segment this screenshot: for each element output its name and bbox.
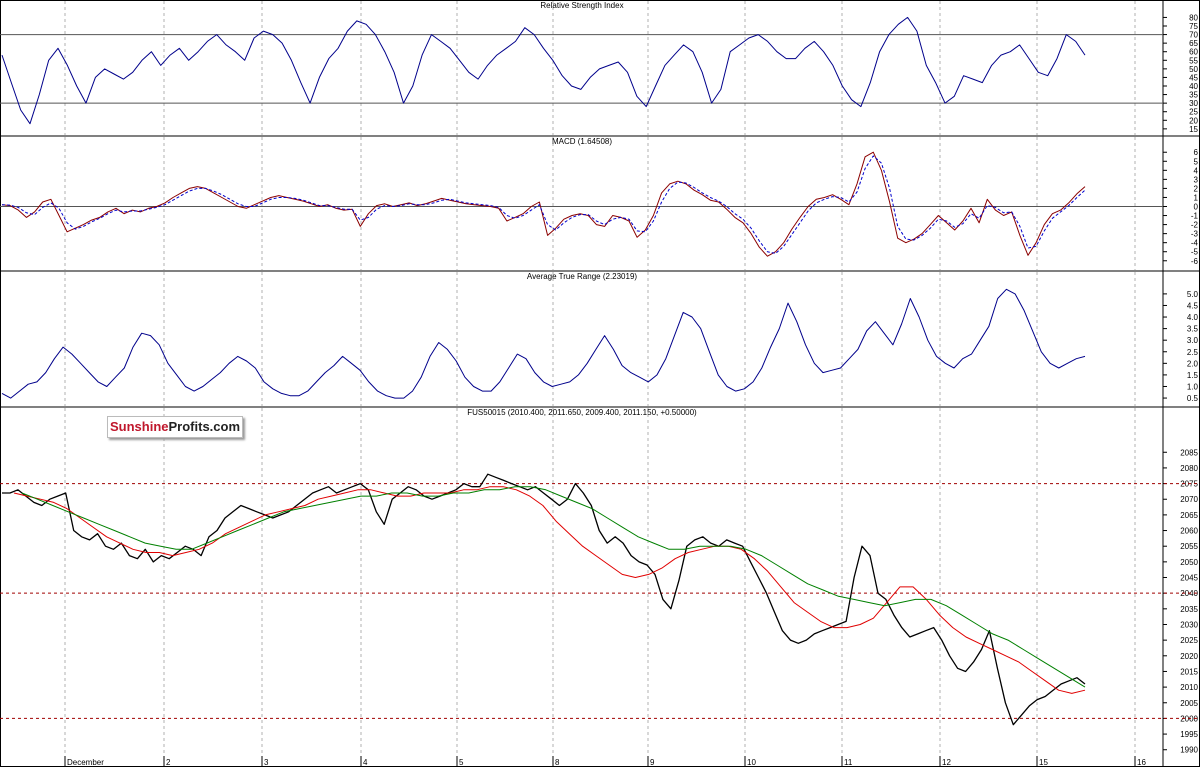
xtick-label-1: 2 [166,758,171,767]
xtick-label-5: 8 [555,758,560,767]
price-ytick-label-16: 2005 [1180,699,1198,708]
macd-ytick-label-9: -3 [1191,230,1199,239]
atr-ytick-label-6: 2.0 [1187,359,1199,368]
macd-ytick-label-1: 5 [1194,157,1199,166]
rsi-ytick-label-10: 30 [1189,99,1198,108]
macd-ytick-label-11: -5 [1191,248,1199,257]
rsi-title: Relative Strength Index [540,1,623,10]
price-ytick-label-8: 2045 [1180,574,1198,583]
macd-ytick-label-10: -4 [1191,239,1199,248]
rsi-ytick-label-3: 65 [1189,39,1198,48]
macd-ytick-label-7: -1 [1191,212,1199,221]
macd-ytick-label-0: 6 [1194,148,1199,157]
atr-ytick-label-9: 0.5 [1187,394,1199,403]
atr-line [1,288,1086,399]
price-ytick-label-12: 2025 [1180,636,1198,645]
logo-text-profits: Profits.com [168,419,241,434]
atr-ytick-label-4: 3.0 [1187,336,1199,345]
atr-ytick-label-3: 3.5 [1187,325,1199,334]
rsi-ytick-label-5: 55 [1189,56,1198,65]
sunshine-profits-logo[interactable]: SunshineProfits.com [107,416,243,438]
price-line [2,473,1086,726]
sma-slow-line [13,486,1086,694]
atr-ytick-label-7: 1.5 [1187,371,1199,380]
price-ytick-label-15: 2010 [1180,683,1198,692]
signal-line [1,155,1086,254]
rsi-line [1,16,1086,125]
xtick-label-3: 4 [363,758,368,767]
price-panel: FUS50015 (2010.400, 2011.650, 2009.400, … [0,406,1200,767]
rsi-ytick-label-8: 40 [1189,82,1198,91]
price-ytick-label-7: 2050 [1180,558,1198,567]
price-title: FUS50015 (2010.400, 2011.650, 2009.400, … [467,408,697,417]
macd-title: MACD (1.64508) [552,137,612,146]
xtick-label-11: 16 [1137,758,1146,767]
atr-title: Average True Range (2.23019) [527,272,637,281]
xtick-label-10: 15 [1039,758,1048,767]
price-ytick-label-3: 2070 [1180,495,1198,504]
rsi-ytick-label-12: 20 [1189,116,1198,125]
macd-ytick-label-8: -2 [1191,221,1199,230]
rsi-ytick-label-1: 75 [1189,22,1198,31]
logo-text-sunshine: Sunshine [109,419,169,434]
atr-panel: Average True Range (2.23019) 5.0 4.5 4.0 3.5… [0,270,1200,406]
price-ytick-label-10: 2035 [1180,605,1198,614]
atr-ytick-label-1: 4.5 [1187,301,1199,310]
macd-ytick-label-3: 3 [1194,175,1199,184]
sma-fast-line [21,486,1086,688]
atr-ytick-label-8: 1.0 [1187,382,1199,391]
rsi-ytick-label-0: 80 [1189,13,1198,22]
rsi-ytick-label-6: 50 [1189,65,1198,74]
macd-ytick-label-6: 0 [1194,203,1199,212]
price-ytick-label-19: 1990 [1180,746,1198,755]
price-ytick-label-18: 1995 [1180,730,1198,739]
atr-ytick-label-0: 5.0 [1187,290,1199,299]
xtick-label-2: 3 [264,758,269,767]
xtick-label-6: 9 [650,758,655,767]
price-ytick-label-4: 2065 [1180,511,1198,520]
price-ytick-label-6: 2055 [1180,542,1198,551]
rsi-ytick-label-4: 60 [1189,48,1198,57]
macd-ytick-label-12: -6 [1191,257,1199,266]
macd-ytick-label-4: 2 [1194,184,1199,193]
macd-ytick-label-5: 1 [1194,193,1199,202]
macd-line [1,151,1086,257]
xtick-label-0: December [67,758,104,767]
price-ytick-label-11: 2030 [1180,620,1198,629]
atr-ytick-label-2: 4.0 [1187,313,1199,322]
rsi-ytick-label-7: 45 [1189,73,1198,82]
price-ytick-label-0: 2085 [1180,448,1198,457]
macd-ytick-label-2: 4 [1194,166,1199,175]
price-ytick-label-5: 2060 [1180,527,1198,536]
rsi-ytick-label-13: 15 [1189,125,1198,134]
rsi-ytick-label-11: 25 [1189,108,1198,117]
xtick-label-7: 10 [747,758,756,767]
price-ytick-label-1: 2080 [1180,464,1198,473]
price-ytick-label-13: 2020 [1180,652,1198,661]
rsi-ytick-label-2: 70 [1189,31,1198,40]
rsi-ytick-label-9: 35 [1189,91,1198,100]
atr-ytick-label-5: 2.5 [1187,348,1199,357]
xtick-label-9: 12 [942,758,951,767]
xtick-label-4: 5 [459,758,464,767]
rsi-panel: Relative Strength Index 80757065605550454… [0,1,1199,135]
xtick-label-8: 11 [844,758,853,767]
price-ytick-label-14: 2015 [1180,667,1198,676]
